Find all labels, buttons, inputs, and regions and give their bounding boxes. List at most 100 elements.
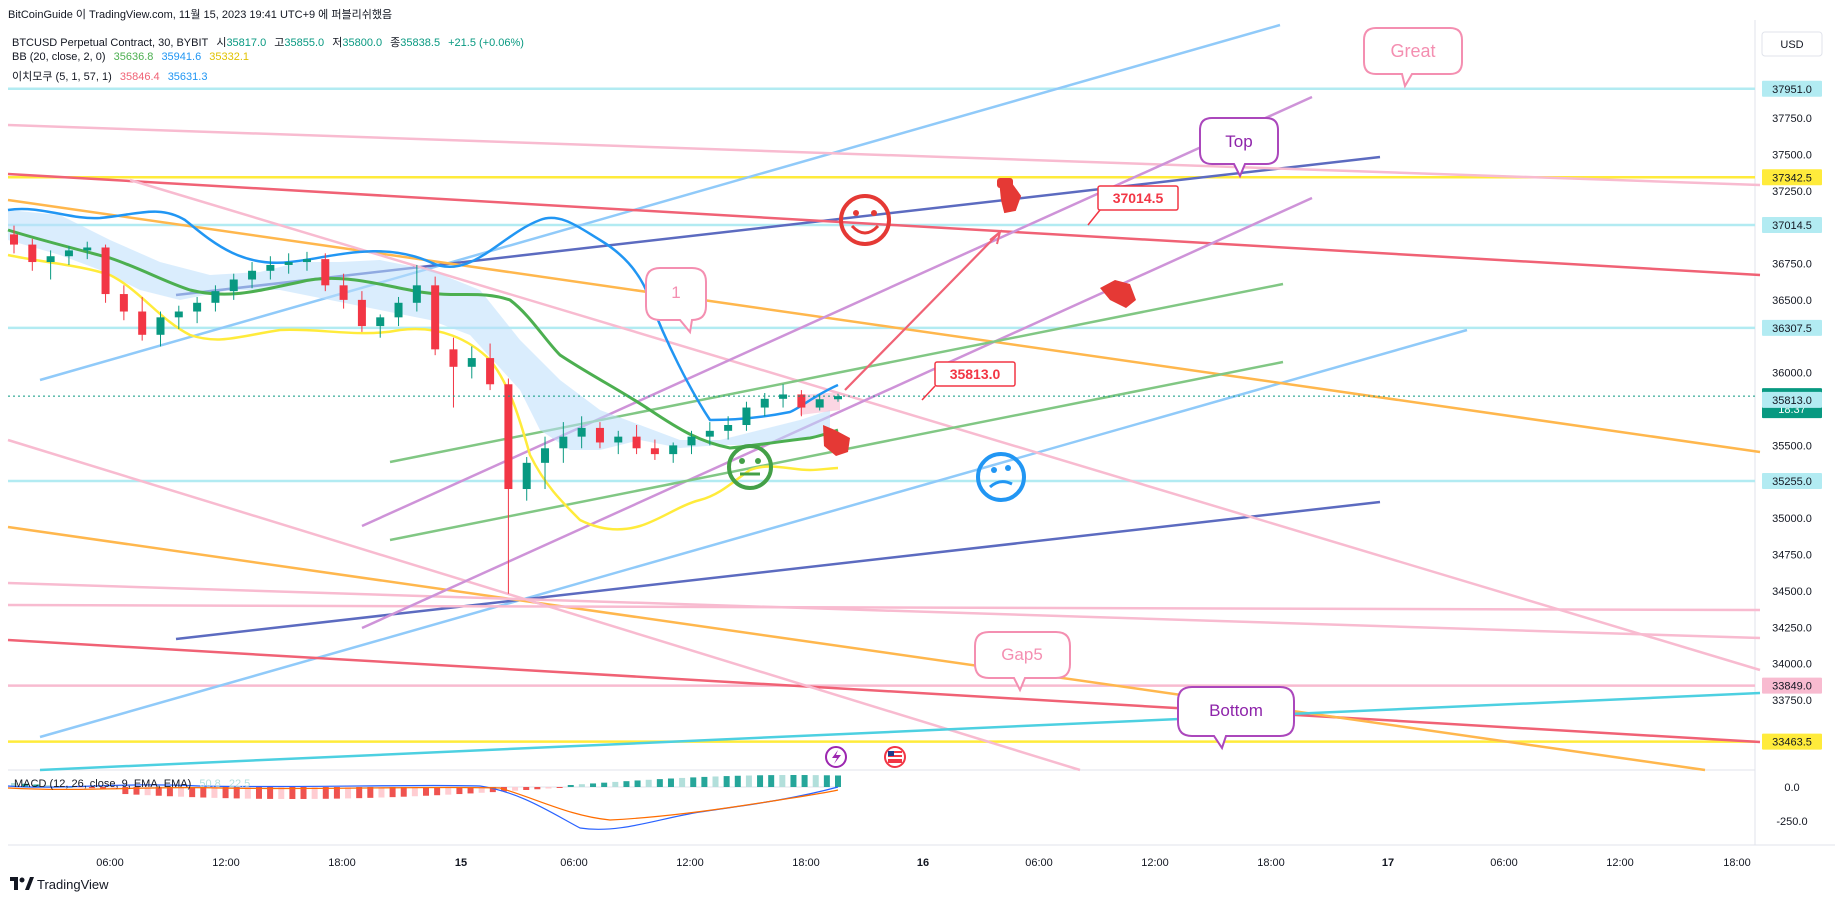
price-note-37014[interactable]: 37014.5 xyxy=(1087,185,1179,226)
time-axis-tick-10: 18:00 xyxy=(1257,857,1285,869)
callout-gap5[interactable]: Gap5 xyxy=(974,631,1071,693)
price-note-35813[interactable]: 35813.0 xyxy=(921,361,1016,401)
time-axis[interactable]: 06:00 12:00 18:00 15 06:00 12:00 18:00 16 06:00 1… xyxy=(96,857,1751,869)
macd-label[interactable]: MACD (12, 26, close, 9, EMA, EMA) xyxy=(14,778,192,790)
bb-upper-value: 35941.6 xyxy=(161,51,202,63)
us-flag-event-icon[interactable] xyxy=(884,746,906,768)
trend-line-pink-diag-lower[interactable] xyxy=(7,438,1081,772)
macd-bar-55 xyxy=(623,781,630,787)
macd-bar-74 xyxy=(835,775,841,787)
macd-bar-70 xyxy=(790,775,797,787)
bb-label[interactable]: BB (20, close, 2, 0) xyxy=(12,51,106,63)
trend-line-red-upper[interactable] xyxy=(7,172,1761,277)
candle-body-18 xyxy=(339,285,348,300)
time-axis-tick-7: 16 xyxy=(917,857,929,869)
macd-bar-16 xyxy=(189,787,196,798)
trend-line-pink-top[interactable] xyxy=(7,123,1761,187)
macd-bar-26 xyxy=(300,787,307,799)
callout-bottom-label: Bottom xyxy=(1209,701,1263,720)
price-label-0: 37951.0 xyxy=(1772,84,1812,96)
callout-one[interactable]: 1 xyxy=(645,267,707,335)
macd-bar-73 xyxy=(823,775,830,787)
time-axis-tick-2: 18:00 xyxy=(328,857,356,869)
time-axis-tick-11: 17 xyxy=(1382,857,1394,869)
trend-line-pink-flat[interactable] xyxy=(7,603,1761,612)
macd-bar-59 xyxy=(667,778,674,787)
macd-bar-37 xyxy=(423,787,429,796)
ohlc-change: +21.5 (+0.06%) xyxy=(448,37,524,49)
macd-axis-label-neg: -250.0 xyxy=(1776,816,1807,828)
macd-bar-69 xyxy=(779,775,786,787)
macd-signal-line xyxy=(7,786,839,821)
price-label-6: 35255.0 xyxy=(1772,476,1812,488)
macd-bar-7 xyxy=(88,787,95,789)
price-axis[interactable]: 37750.0 37500.0 37250.0 36750.0 36500.0 36000… xyxy=(1772,113,1812,707)
trend-line-pink-mid[interactable] xyxy=(7,581,1761,640)
price-axis-tick-11: 34250.0 xyxy=(1772,622,1812,634)
price-axis-tick-2: 37250.0 xyxy=(1772,186,1812,198)
macd-bar-22 xyxy=(255,787,262,799)
trend-line-blue-upper[interactable] xyxy=(39,23,1281,382)
trend-line-purple-lower[interactable] xyxy=(361,196,1313,630)
pointing-hand-up-icon xyxy=(823,425,850,456)
price-note-37014-label: 37014.5 xyxy=(1113,190,1164,206)
macd-bar-58 xyxy=(656,779,663,787)
candle-body-22 xyxy=(412,285,421,303)
macd-bar-36 xyxy=(411,787,418,797)
symbol-legend-row[interactable]: BTCUSD Perpetual Contract, 30, BYBIT 시35… xyxy=(12,34,529,50)
arrow-head xyxy=(989,229,1002,245)
ichimoku-legend-row[interactable]: 이치모쿠 (5, 1, 57, 1) 35846.4 35631.3 xyxy=(12,68,212,84)
time-axis-tick-12: 06:00 xyxy=(1490,857,1518,869)
trend-line-orange-upper[interactable] xyxy=(7,198,1761,454)
ohlc-close-label: 종 xyxy=(390,37,401,49)
arrow-line[interactable] xyxy=(844,231,1001,391)
macd-legend-row[interactable]: MACD (12, 26, close, 9, EMA, EMA) 50.8 2… xyxy=(14,778,255,790)
macd-bar-38 xyxy=(434,787,441,796)
macd-bar-56 xyxy=(634,780,641,787)
macd-bar-57 xyxy=(645,779,652,787)
trend-line-navy-lower[interactable] xyxy=(175,500,1381,641)
price-axis-tick-0: 37750.0 xyxy=(1772,113,1812,125)
trend-line-green-upper[interactable] xyxy=(389,282,1284,464)
macd-bar-50 xyxy=(567,785,574,787)
trend-line-pink-diag-upper[interactable] xyxy=(129,178,1761,672)
price-label-bg-0 xyxy=(1762,80,1822,97)
macd-bar-72 xyxy=(812,775,819,787)
trend-line-purple-upper[interactable] xyxy=(361,95,1313,528)
macd-bar-35 xyxy=(400,787,407,797)
price-axis-tick-9: 34750.0 xyxy=(1772,550,1812,562)
ichimoku-cloud xyxy=(8,210,830,450)
candle-body-6 xyxy=(119,294,128,312)
tradingview-logo[interactable]: TradingView xyxy=(10,877,109,892)
callout-top[interactable]: Top xyxy=(1199,117,1279,179)
time-axis-tick-6: 18:00 xyxy=(792,857,820,869)
tradingview-logo-icon xyxy=(10,877,18,890)
symbol-name[interactable]: BTCUSD Perpetual Contract, 30, BYBIT xyxy=(12,37,209,49)
time-axis-tick-5: 12:00 xyxy=(676,857,704,869)
candle-body-7 xyxy=(138,311,147,335)
trend-line-red-lower[interactable] xyxy=(7,638,1761,744)
bb-legend-row[interactable]: BB (20, close, 2, 0) 35636.8 35941.6 353… xyxy=(12,51,254,63)
ohlc-open-label: 시 xyxy=(216,37,227,49)
currency-selector[interactable]: USD xyxy=(1761,31,1823,57)
candle-body-29 xyxy=(541,448,550,463)
time-axis-tick-13: 12:00 xyxy=(1606,857,1634,869)
candle-body-37 xyxy=(687,436,696,446)
macd-bar-33 xyxy=(378,787,385,798)
macd-value-2: 22.5 xyxy=(228,778,251,790)
trend-line-orange-lower[interactable] xyxy=(7,525,1706,772)
candle-body-27 xyxy=(504,384,513,490)
trend-line-blue-lower[interactable] xyxy=(39,328,1468,739)
ichimoku-value-1: 35846.4 xyxy=(119,71,160,83)
trend-line-cyan[interactable] xyxy=(39,691,1761,772)
lightning-event-icon[interactable] xyxy=(825,746,847,768)
callout-bottom[interactable]: Bottom xyxy=(1177,686,1295,751)
candle-body-8 xyxy=(156,317,165,335)
bb-basis-value: 35636.8 xyxy=(113,51,154,63)
neutral-face-green-icon xyxy=(727,444,773,490)
macd-bar-49 xyxy=(556,787,563,788)
callout-great[interactable]: Great xyxy=(1363,27,1463,89)
ichimoku-label[interactable]: 이치모쿠 (5, 1, 57, 1) xyxy=(12,71,112,83)
candle-body-30 xyxy=(559,436,568,449)
